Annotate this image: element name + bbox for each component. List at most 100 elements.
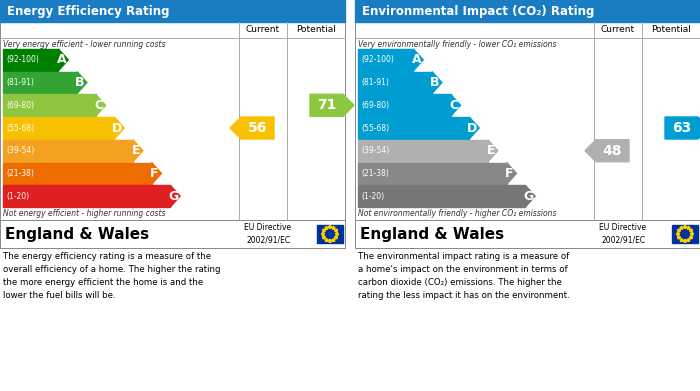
Polygon shape bbox=[676, 232, 680, 235]
Polygon shape bbox=[321, 232, 325, 235]
Bar bbox=[3, 140, 133, 161]
Text: 56: 56 bbox=[248, 121, 267, 135]
Text: (1-20): (1-20) bbox=[361, 192, 384, 201]
Text: Not energy efficient - higher running costs: Not energy efficient - higher running co… bbox=[3, 209, 165, 218]
Polygon shape bbox=[432, 72, 442, 93]
Polygon shape bbox=[335, 229, 338, 232]
Polygon shape bbox=[310, 94, 354, 116]
Text: England & Wales: England & Wales bbox=[5, 226, 149, 242]
Polygon shape bbox=[59, 49, 68, 71]
Polygon shape bbox=[683, 225, 687, 228]
Text: Not environmentally friendly - higher CO₂ emissions: Not environmentally friendly - higher CO… bbox=[358, 209, 556, 218]
Bar bbox=[3, 95, 96, 116]
Text: England & Wales: England & Wales bbox=[360, 226, 504, 242]
Text: The energy efficiency rating is a measure of the
overall efficiency of a home. T: The energy efficiency rating is a measur… bbox=[3, 252, 220, 300]
Polygon shape bbox=[335, 232, 339, 235]
Polygon shape bbox=[451, 95, 461, 116]
Text: (92-100): (92-100) bbox=[6, 56, 39, 65]
Text: (39-54): (39-54) bbox=[6, 146, 34, 155]
Bar bbox=[358, 185, 525, 207]
Text: (92-100): (92-100) bbox=[361, 56, 394, 65]
Text: E: E bbox=[132, 144, 140, 157]
Polygon shape bbox=[680, 226, 683, 230]
Polygon shape bbox=[687, 226, 690, 230]
Polygon shape bbox=[690, 229, 693, 232]
Text: C: C bbox=[449, 99, 459, 112]
Polygon shape bbox=[114, 117, 124, 139]
Text: 71: 71 bbox=[317, 98, 336, 112]
Polygon shape bbox=[133, 140, 143, 161]
Text: G: G bbox=[168, 190, 178, 203]
Text: (81-91): (81-91) bbox=[361, 78, 389, 87]
Bar bbox=[0, 22, 345, 220]
Bar bbox=[0, 220, 345, 248]
Text: (55-68): (55-68) bbox=[6, 124, 34, 133]
Polygon shape bbox=[77, 72, 87, 93]
Bar bbox=[355, 0, 700, 22]
Text: (21-38): (21-38) bbox=[361, 169, 389, 178]
Text: Energy Efficiency Rating: Energy Efficiency Rating bbox=[7, 5, 169, 18]
Bar bbox=[358, 72, 432, 93]
Polygon shape bbox=[328, 225, 332, 228]
Text: (81-91): (81-91) bbox=[6, 78, 34, 87]
Polygon shape bbox=[690, 236, 693, 239]
Polygon shape bbox=[322, 229, 326, 232]
Text: Potential: Potential bbox=[651, 25, 691, 34]
Text: C: C bbox=[94, 99, 103, 112]
Polygon shape bbox=[325, 226, 328, 230]
Bar bbox=[3, 117, 114, 139]
Polygon shape bbox=[687, 238, 690, 242]
Bar bbox=[672, 225, 698, 243]
Polygon shape bbox=[152, 163, 162, 184]
Bar bbox=[317, 225, 343, 243]
Text: 63: 63 bbox=[672, 121, 691, 135]
Bar bbox=[3, 49, 59, 71]
Text: Very environmentally friendly - lower CO₂ emissions: Very environmentally friendly - lower CO… bbox=[358, 40, 556, 49]
Text: F: F bbox=[150, 167, 159, 180]
Polygon shape bbox=[677, 236, 680, 239]
Polygon shape bbox=[665, 117, 700, 139]
Polygon shape bbox=[332, 238, 335, 242]
Text: (69-80): (69-80) bbox=[6, 101, 34, 110]
Bar bbox=[0, 0, 345, 22]
Text: D: D bbox=[467, 122, 477, 135]
Text: F: F bbox=[505, 167, 514, 180]
Text: EU Directive
2002/91/EC: EU Directive 2002/91/EC bbox=[599, 223, 646, 245]
Text: B: B bbox=[430, 76, 440, 89]
Polygon shape bbox=[680, 238, 683, 242]
Polygon shape bbox=[677, 229, 680, 232]
Polygon shape bbox=[332, 226, 335, 230]
Text: Environmental Impact (CO₂) Rating: Environmental Impact (CO₂) Rating bbox=[362, 5, 594, 18]
Text: (1-20): (1-20) bbox=[6, 192, 29, 201]
Text: B: B bbox=[76, 76, 85, 89]
Polygon shape bbox=[96, 95, 106, 116]
Polygon shape bbox=[525, 185, 535, 207]
Polygon shape bbox=[585, 140, 629, 162]
Bar bbox=[358, 49, 414, 71]
Polygon shape bbox=[170, 185, 180, 207]
Bar bbox=[3, 72, 77, 93]
Text: EU Directive
2002/91/EC: EU Directive 2002/91/EC bbox=[244, 223, 291, 245]
Text: A: A bbox=[57, 53, 66, 66]
Text: (39-54): (39-54) bbox=[361, 146, 389, 155]
Text: D: D bbox=[112, 122, 122, 135]
Polygon shape bbox=[328, 239, 332, 242]
Bar bbox=[358, 140, 488, 161]
Text: G: G bbox=[523, 190, 533, 203]
Text: A: A bbox=[412, 53, 421, 66]
Text: Current: Current bbox=[246, 25, 280, 34]
Bar bbox=[3, 163, 152, 184]
Bar bbox=[358, 95, 451, 116]
Polygon shape bbox=[414, 49, 424, 71]
Polygon shape bbox=[470, 117, 480, 139]
Text: E: E bbox=[486, 144, 495, 157]
Text: 48: 48 bbox=[603, 144, 622, 158]
Bar bbox=[358, 117, 470, 139]
Text: Very energy efficient - lower running costs: Very energy efficient - lower running co… bbox=[3, 40, 165, 49]
Polygon shape bbox=[488, 140, 498, 161]
Bar bbox=[355, 220, 700, 248]
Text: The environmental impact rating is a measure of
a home's impact on the environme: The environmental impact rating is a mea… bbox=[358, 252, 570, 300]
Polygon shape bbox=[507, 163, 517, 184]
Polygon shape bbox=[325, 238, 328, 242]
Polygon shape bbox=[322, 236, 326, 239]
